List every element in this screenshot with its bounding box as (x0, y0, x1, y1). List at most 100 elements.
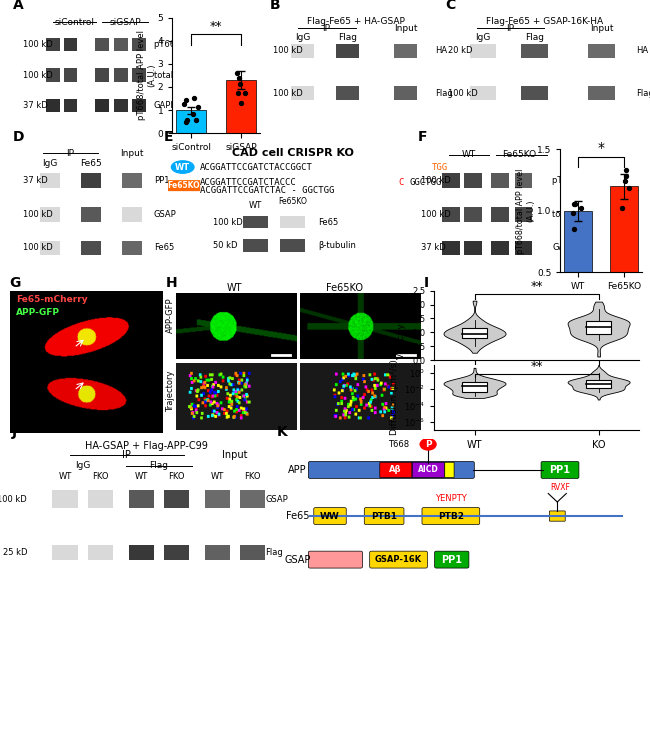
Point (187, 108, 198, 119)
Point (621, 170, 632, 182)
FancyBboxPatch shape (370, 551, 428, 568)
Text: APP: APP (288, 465, 307, 475)
Text: 20 kD: 20 kD (448, 46, 473, 56)
Text: 100 kD: 100 kD (273, 89, 303, 97)
Bar (240, 545, 265, 561)
Bar (40, 241, 60, 255)
Text: GGCTGG: GGCTGG (410, 178, 442, 187)
Text: IP: IP (322, 24, 330, 33)
Text: GSAP: GSAP (284, 555, 311, 564)
Text: B: B (270, 0, 280, 12)
Bar (462, 329, 487, 337)
Text: pT668 APP: pT668 APP (552, 176, 597, 184)
Text: C: C (398, 178, 404, 187)
Text: 100 kD: 100 kD (421, 209, 451, 219)
Bar (291, 44, 315, 58)
Text: 100 kD: 100 kD (23, 40, 53, 49)
Bar (336, 86, 359, 100)
Text: 100 kD: 100 kD (23, 70, 53, 80)
Point (179, 98, 189, 110)
Text: WT: WT (462, 151, 476, 160)
Bar (205, 545, 230, 561)
Bar (291, 86, 315, 100)
Text: TGG: TGG (432, 163, 448, 171)
Bar (176, 110, 206, 133)
Bar (586, 321, 611, 334)
Text: PTB1: PTB1 (371, 512, 397, 520)
Text: total APP: total APP (552, 209, 590, 219)
Bar (88, 490, 113, 508)
Bar (280, 239, 305, 252)
Text: siControl: siControl (55, 18, 95, 27)
Text: FKO: FKO (92, 472, 109, 481)
Text: IgG: IgG (42, 159, 58, 168)
Bar (336, 44, 359, 58)
Text: WT: WT (135, 472, 148, 481)
Text: ACGGATTCCGATCTACCGGCT: ACGGATTCCGATCTACCGGCT (200, 163, 313, 171)
Point (240, 88, 250, 100)
Bar (122, 241, 142, 255)
Text: Flag: Flag (338, 33, 357, 42)
Text: IP: IP (66, 149, 75, 158)
Text: Input: Input (120, 149, 144, 158)
Text: WT: WT (249, 201, 262, 210)
Bar (240, 490, 265, 508)
Text: Fe65: Fe65 (80, 159, 102, 168)
Point (182, 113, 192, 125)
Text: HA: HA (636, 46, 649, 56)
Text: Fe65KO: Fe65KO (168, 181, 200, 190)
Bar (46, 68, 60, 82)
Bar (164, 545, 189, 561)
Bar (46, 99, 60, 112)
Text: WT: WT (175, 163, 190, 171)
Point (575, 202, 586, 214)
Bar (521, 44, 548, 58)
Point (234, 72, 244, 84)
FancyBboxPatch shape (380, 463, 412, 477)
Text: Aβ: Aβ (389, 466, 402, 474)
Text: D: D (13, 130, 25, 144)
Point (569, 198, 579, 210)
Bar (164, 490, 189, 508)
Text: 37 kD: 37 kD (23, 101, 47, 110)
Text: pT668 APP: pT668 APP (154, 40, 199, 49)
Text: 100 kD: 100 kD (273, 46, 303, 56)
Bar (586, 380, 611, 389)
Text: Fe65KO: Fe65KO (502, 151, 536, 160)
Bar (40, 206, 60, 222)
Point (181, 94, 192, 106)
Text: IgG: IgG (75, 461, 90, 470)
Text: Flag: Flag (150, 461, 168, 470)
FancyBboxPatch shape (364, 507, 404, 525)
Text: Flag: Flag (436, 89, 453, 97)
Bar (443, 173, 460, 187)
Text: RVXF: RVXF (550, 483, 570, 492)
Text: E: E (164, 130, 174, 144)
Text: A: A (13, 0, 24, 12)
Text: H: H (166, 276, 177, 290)
Point (569, 198, 580, 209)
Bar (610, 186, 638, 334)
Bar (95, 38, 109, 51)
Text: Flag-Fe65 + GSAP-16K-HA: Flag-Fe65 + GSAP-16K-HA (486, 17, 603, 26)
Text: J: J (12, 425, 17, 438)
Bar (122, 173, 142, 187)
Text: 37 kD: 37 kD (421, 244, 446, 253)
Text: 100 kD: 100 kD (23, 209, 53, 219)
Bar (132, 38, 146, 51)
Text: IP: IP (506, 24, 514, 33)
Bar (64, 99, 77, 112)
Text: Flag: Flag (265, 548, 283, 557)
Text: Flag: Flag (636, 89, 650, 97)
Bar (64, 38, 77, 51)
FancyBboxPatch shape (541, 461, 579, 479)
Text: PP1: PP1 (549, 465, 570, 475)
Bar (53, 490, 78, 508)
Bar (114, 68, 128, 82)
FancyBboxPatch shape (412, 463, 445, 477)
Text: PP1: PP1 (441, 555, 462, 564)
FancyBboxPatch shape (422, 507, 480, 525)
FancyBboxPatch shape (168, 180, 200, 191)
Text: Input: Input (222, 450, 248, 460)
Text: 100 kD: 100 kD (0, 495, 27, 504)
